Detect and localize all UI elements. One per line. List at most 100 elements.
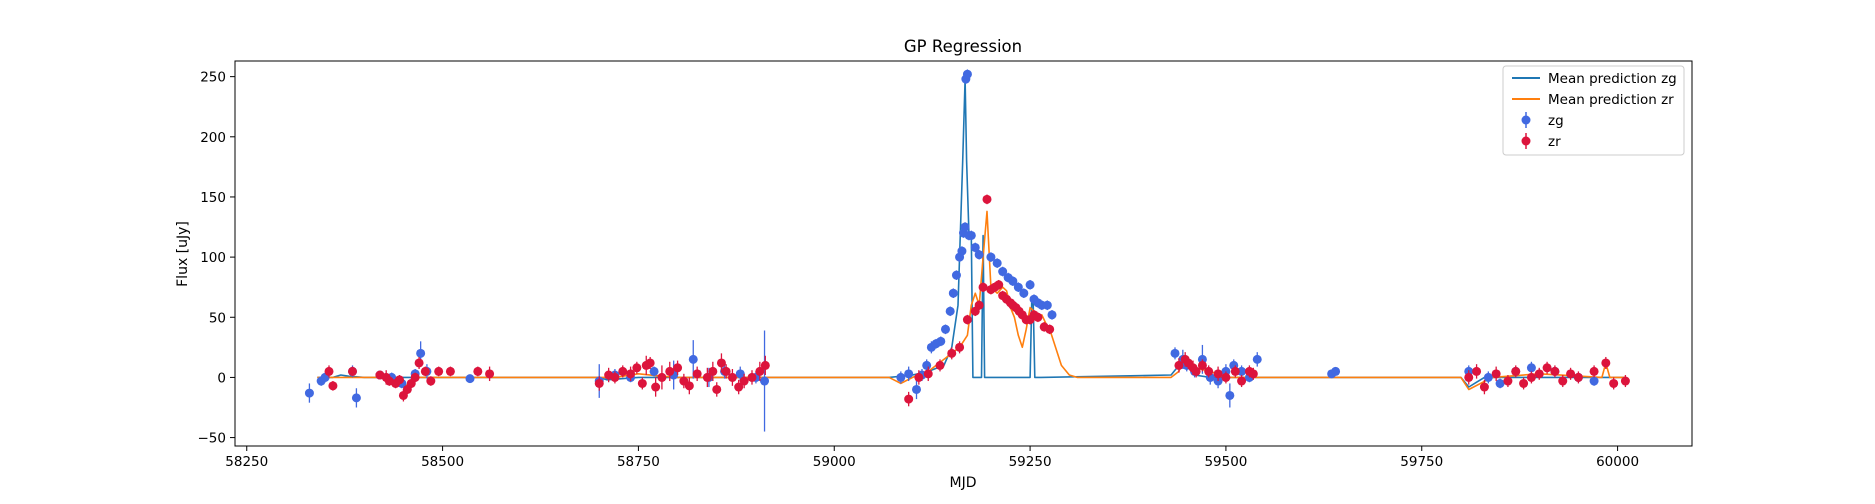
zr-point	[721, 366, 731, 376]
zg-point	[922, 360, 932, 370]
zg-point	[416, 348, 426, 358]
zr-point	[610, 372, 620, 382]
zr-point	[692, 369, 702, 379]
zr-point	[914, 372, 924, 382]
plot-area	[304, 69, 1630, 432]
legend: Mean prediction zg Mean prediction zr zg…	[1502, 65, 1685, 156]
zr-point	[947, 348, 957, 358]
zr-point	[962, 315, 972, 325]
zg-point	[951, 270, 961, 280]
zr-point	[727, 372, 737, 382]
zr-point	[935, 360, 945, 370]
x-tick-label: 59000	[813, 454, 856, 470]
zr-point	[1589, 366, 1599, 376]
zr-point	[665, 366, 675, 376]
zr-point	[473, 366, 483, 376]
zg-point	[1170, 348, 1180, 358]
zr-point	[1472, 366, 1482, 376]
zr-point	[1601, 358, 1611, 368]
y-tick-label: 150	[200, 190, 226, 206]
zg-point	[1042, 300, 1052, 310]
zr-point	[1491, 369, 1501, 379]
zg-point	[945, 306, 955, 316]
zr-point	[1237, 376, 1247, 386]
zr-point	[1573, 372, 1583, 382]
zg-point	[1495, 378, 1505, 388]
zg-point	[992, 258, 1002, 268]
x-tick-label: 59250	[1009, 454, 1052, 470]
zr-point	[716, 358, 726, 368]
zr-point	[1197, 360, 1207, 370]
zr-point	[734, 382, 744, 392]
zr-point	[708, 366, 718, 376]
x-tick-label: 59750	[1400, 454, 1443, 470]
zg-point	[1019, 288, 1029, 298]
zr-point	[626, 369, 636, 379]
zg-point	[948, 288, 958, 298]
zr-point	[760, 360, 770, 370]
zr-point	[1230, 366, 1240, 376]
zg-point	[1013, 282, 1023, 292]
zg-point	[896, 372, 906, 382]
zr-point	[978, 282, 988, 292]
zr-point	[1550, 366, 1560, 376]
zg-point	[1225, 390, 1235, 400]
y-axis-label: Flux [uJy]	[175, 221, 191, 287]
zr-point	[426, 376, 436, 386]
zr-point	[328, 381, 338, 391]
zg-point	[465, 374, 475, 384]
zg-point	[998, 267, 1008, 277]
zr-point	[1221, 372, 1231, 382]
zg-point	[957, 246, 967, 256]
legend-swatch-zg-marker	[1521, 115, 1531, 125]
zr-point	[1033, 312, 1043, 322]
x-tick-label: 58500	[421, 454, 464, 470]
series-zg-points	[304, 69, 1599, 432]
zg-point	[735, 369, 745, 379]
zg-point	[1589, 376, 1599, 386]
zr-point	[414, 358, 424, 368]
zr-point	[1609, 378, 1619, 388]
zr-point	[974, 300, 984, 310]
y-tick-label: −50	[198, 431, 227, 447]
zg-point	[688, 354, 698, 364]
legend-swatch-zr-marker	[1521, 136, 1531, 146]
zr-point	[657, 372, 667, 382]
zr-point	[994, 280, 1004, 290]
x-axis-label: MJD	[950, 475, 977, 491]
zr-point	[1204, 366, 1214, 376]
zr-point	[1174, 360, 1184, 370]
zr-point	[645, 358, 655, 368]
zr-point	[904, 394, 914, 404]
zr-point	[1526, 372, 1536, 382]
zr-point	[485, 369, 495, 379]
zr-point	[1503, 376, 1513, 386]
zr-point	[1248, 369, 1258, 379]
zg-point	[1008, 276, 1018, 286]
zg-point	[936, 336, 946, 346]
zg-point	[974, 250, 984, 260]
zr-point	[651, 382, 661, 392]
zg-point	[1047, 310, 1057, 320]
axes: 58250 58500 58750 59000 59250 59500 59750 60000…	[198, 60, 1693, 470]
zr-point	[1542, 363, 1552, 373]
y-tick-label: 250	[200, 70, 226, 86]
zr-point	[395, 375, 404, 385]
y-tick-label: 0	[217, 370, 226, 386]
zg-point	[1483, 372, 1493, 382]
zg-point	[912, 384, 921, 394]
zr-point	[1558, 376, 1568, 386]
zr-point	[324, 366, 334, 376]
axes-frame	[234, 60, 1693, 447]
zg-point	[760, 376, 770, 386]
zr-point	[618, 366, 628, 376]
zg-point	[940, 324, 950, 334]
x-tick-label: 60000	[1596, 454, 1639, 470]
zg-point	[1252, 354, 1262, 364]
zg-point	[1237, 366, 1247, 376]
zr-point	[1464, 372, 1474, 382]
zr-point	[445, 366, 455, 376]
zr-point	[1213, 369, 1223, 379]
